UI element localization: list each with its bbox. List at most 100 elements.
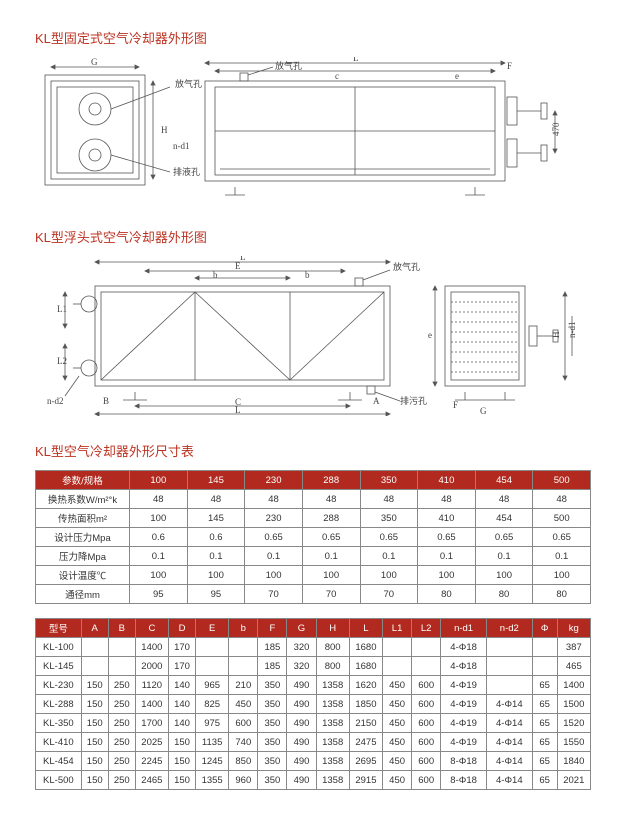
table-cell: 80 (533, 585, 591, 604)
table-header-cell: 454 (475, 471, 533, 490)
table-cell: 70 (245, 585, 303, 604)
dim-label: b (213, 270, 218, 280)
table-cell: 48 (245, 490, 303, 509)
table-cell: 通径mm (36, 585, 130, 604)
table-header-cell: 145 (187, 471, 245, 490)
table-header-cell: Φ (532, 619, 557, 638)
table-cell: 0.1 (475, 547, 533, 566)
table-cell: 8-Φ18 (441, 752, 487, 771)
table-header-cell: L2 (412, 619, 441, 638)
table-cell: 1245 (196, 752, 229, 771)
table-cell: 1400 (557, 676, 590, 695)
table-header-cell: B (108, 619, 135, 638)
table-cell: 65 (532, 771, 557, 790)
diagram-floating-type: L1 L2 n-d2 L E b b 放气孔 排污孔 B C A L e n-d… (35, 256, 591, 416)
table-cell: 1550 (557, 733, 590, 752)
table-cell: 800 (316, 638, 349, 657)
table-cell: 145 (187, 509, 245, 528)
table-cell: 350 (258, 733, 287, 752)
table-cell: 2150 (349, 714, 382, 733)
dim-label: F (453, 400, 458, 410)
table-cell: 450 (383, 752, 412, 771)
table-cell: 65 (532, 733, 557, 752)
table-cell: 490 (287, 733, 316, 752)
table-cell: 设计压力Mpa (36, 528, 130, 547)
dim-label: e (455, 71, 459, 81)
table-cell (486, 657, 532, 676)
table-cell (412, 638, 441, 657)
table-cell: 1680 (349, 657, 382, 676)
table-cell: KL-500 (36, 771, 82, 790)
table-cell: 250 (108, 714, 135, 733)
table-cell (412, 657, 441, 676)
table-cell: 450 (383, 733, 412, 752)
table-cell: 150 (169, 771, 196, 790)
table-row: KL-4541502502245150124585035049013582695… (36, 752, 591, 771)
table-cell: 70 (360, 585, 418, 604)
table-cell: 150 (81, 752, 108, 771)
table-cell: 600 (412, 714, 441, 733)
table-cell: 1620 (349, 676, 382, 695)
table-cell: 490 (287, 676, 316, 695)
table-cell: 0.65 (302, 528, 360, 547)
table-cell: 150 (81, 771, 108, 790)
table-cell: 150 (169, 752, 196, 771)
table-cell: KL-454 (36, 752, 82, 771)
dim-label: b (305, 270, 310, 280)
table-cell: 140 (169, 695, 196, 714)
table-cell: 350 (258, 676, 287, 695)
dim-label: E (235, 261, 241, 271)
table-header-cell: L (349, 619, 382, 638)
table-cell: 490 (287, 695, 316, 714)
table-cell: 0.1 (360, 547, 418, 566)
table-cell: 150 (81, 695, 108, 714)
table-header-cell: 230 (245, 471, 303, 490)
table-row: 传热面积m²100145230288350410454500 (36, 509, 591, 528)
table-cell: 4-Φ14 (486, 714, 532, 733)
dim-l2: L2 (57, 356, 67, 366)
table-cell: 80 (475, 585, 533, 604)
table-row: KL-100140017018532080016804-Φ18387 (36, 638, 591, 657)
table-cell: 1850 (349, 695, 382, 714)
table-cell: 0.1 (130, 547, 188, 566)
table-cell: 450 (383, 676, 412, 695)
table-cell: 传热面积m² (36, 509, 130, 528)
table-cell: 100 (187, 566, 245, 585)
table-header-cell: D (169, 619, 196, 638)
table-cell: 1120 (135, 676, 168, 695)
table-cell: 0.65 (475, 528, 533, 547)
label-vent: 放气孔 (175, 78, 202, 89)
table-cell: 250 (108, 676, 135, 695)
table-cell: 48 (130, 490, 188, 509)
table-cell: 1358 (316, 752, 349, 771)
table-cell (532, 638, 557, 657)
table-cell (383, 638, 412, 657)
table-cell: 740 (229, 733, 258, 752)
table-cell: 95 (130, 585, 188, 604)
table-cell: 410 (418, 509, 476, 528)
table-cell: 1400 (135, 638, 168, 657)
table-header-cell: 100 (130, 471, 188, 490)
table-cell (108, 657, 135, 676)
table-cell: 95 (187, 585, 245, 604)
table-cell (229, 657, 258, 676)
table-row: KL-4101502502025150113574035049013582475… (36, 733, 591, 752)
table-cell: KL-288 (36, 695, 82, 714)
label-drain: 排液孔 (173, 166, 200, 177)
table-cell: 4-Φ19 (441, 733, 487, 752)
table-cell (383, 657, 412, 676)
table-row: 设计温度℃100100100100100100100100 (36, 566, 591, 585)
table-cell: KL-145 (36, 657, 82, 676)
table-cell: 210 (229, 676, 258, 695)
table-cell: 150 (169, 733, 196, 752)
table-row: 换热系数W/m²°k4848484848484848 (36, 490, 591, 509)
dim-label: H (161, 125, 168, 135)
table-cell: 4-Φ14 (486, 733, 532, 752)
table-cell: 250 (108, 695, 135, 714)
diagram-fixed-type: G H 放气孔 n-d1 排液孔 L c e F 放气孔 470 (35, 57, 591, 202)
table-cell: 0.1 (302, 547, 360, 566)
heading-fixed-type: KL型固定式空气冷却器外形图 (35, 28, 591, 47)
table-cell: 450 (229, 695, 258, 714)
table-cell: 100 (245, 566, 303, 585)
table-cell: 600 (412, 695, 441, 714)
